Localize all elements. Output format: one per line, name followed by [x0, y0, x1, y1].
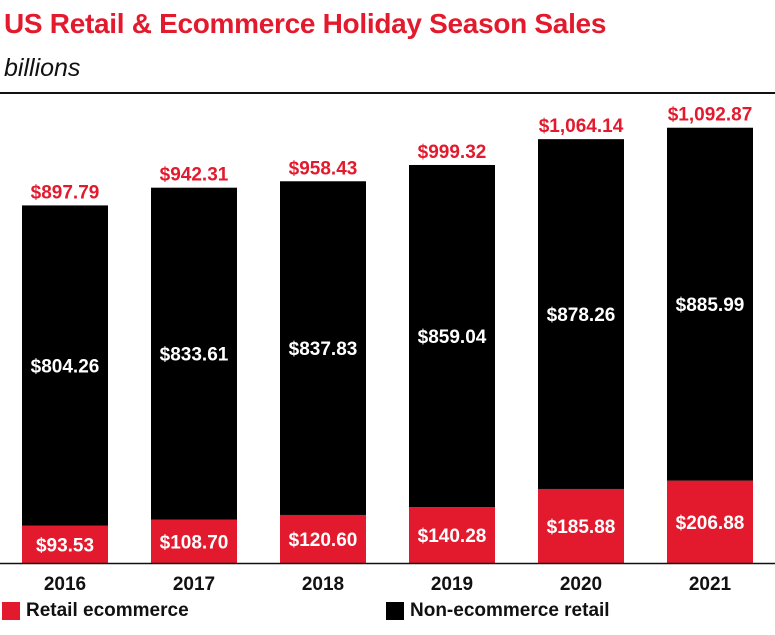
data-label-retail-ecommerce-2017: $108.70: [160, 532, 229, 553]
bar-retail-ecommerce-2016: [22, 525, 108, 563]
legend-item-retail-ecommerce: Retail ecommerce: [2, 600, 189, 622]
x-tick-label-2017: 2017: [173, 574, 215, 595]
data-label-non-ecommerce-retail-2021: $885.99: [676, 295, 745, 316]
bar-retail-ecommerce-2018: [280, 514, 366, 563]
data-label-retail-ecommerce-2021: $206.88: [676, 513, 745, 534]
legend-label-non-ecommerce-retail: Non-ecommerce retail: [410, 600, 610, 621]
total-label-2017: $942.31: [160, 165, 229, 186]
x-tick-label-2019: 2019: [431, 574, 473, 595]
total-label-2021: $1,092.87: [668, 105, 753, 126]
legend-item-non-ecommerce-retail: Non-ecommerce retail: [386, 600, 610, 622]
bar-non-ecommerce-retail-2018: [280, 181, 366, 515]
data-label-non-ecommerce-retail-2016: $804.26: [31, 357, 100, 378]
bar-non-ecommerce-retail-2021: [667, 127, 753, 481]
chart-title: US Retail & Ecommerce Holiday Season Sal…: [4, 8, 607, 39]
data-label-non-ecommerce-retail-2018: $837.83: [289, 339, 358, 360]
total-label-2020: $1,064.14: [539, 116, 624, 137]
bar-retail-ecommerce-2020: [538, 488, 624, 563]
bar-non-ecommerce-retail-2019: [409, 164, 495, 508]
title-rule: [0, 92, 775, 94]
bar-retail-ecommerce-2019: [409, 507, 495, 563]
data-label-retail-ecommerce-2018: $120.60: [289, 530, 358, 551]
chart-subtitle: billions: [4, 54, 81, 82]
data-label-non-ecommerce-retail-2019: $859.04: [418, 327, 487, 348]
data-label-retail-ecommerce-2019: $140.28: [418, 526, 487, 547]
bar-non-ecommerce-retail-2016: [22, 205, 108, 526]
legend-swatch-retail-ecommerce: [2, 602, 20, 620]
data-label-retail-ecommerce-2016: $93.53: [36, 535, 94, 556]
legend-label-retail-ecommerce: Retail ecommerce: [26, 600, 189, 621]
total-label-2019: $999.32: [418, 142, 487, 163]
data-label-non-ecommerce-retail-2020: $878.26: [547, 305, 616, 326]
bar-non-ecommerce-retail-2020: [538, 139, 624, 489]
total-label-2018: $958.43: [289, 158, 358, 179]
data-label-non-ecommerce-retail-2017: $833.61: [160, 345, 229, 366]
data-label-retail-ecommerce-2020: $185.88: [547, 517, 616, 538]
total-label-2016: $897.79: [31, 182, 100, 203]
x-tick-label-2016: 2016: [44, 574, 86, 595]
bar-retail-ecommerce-2021: [667, 480, 753, 563]
x-tick-label-2018: 2018: [302, 574, 344, 595]
x-tick-label-2020: 2020: [560, 574, 602, 595]
legend-swatch-non-ecommerce-retail: [386, 602, 404, 620]
x-tick-label-2021: 2021: [689, 574, 732, 595]
bar-non-ecommerce-retail-2017: [151, 187, 237, 520]
bar-retail-ecommerce-2017: [151, 519, 237, 563]
